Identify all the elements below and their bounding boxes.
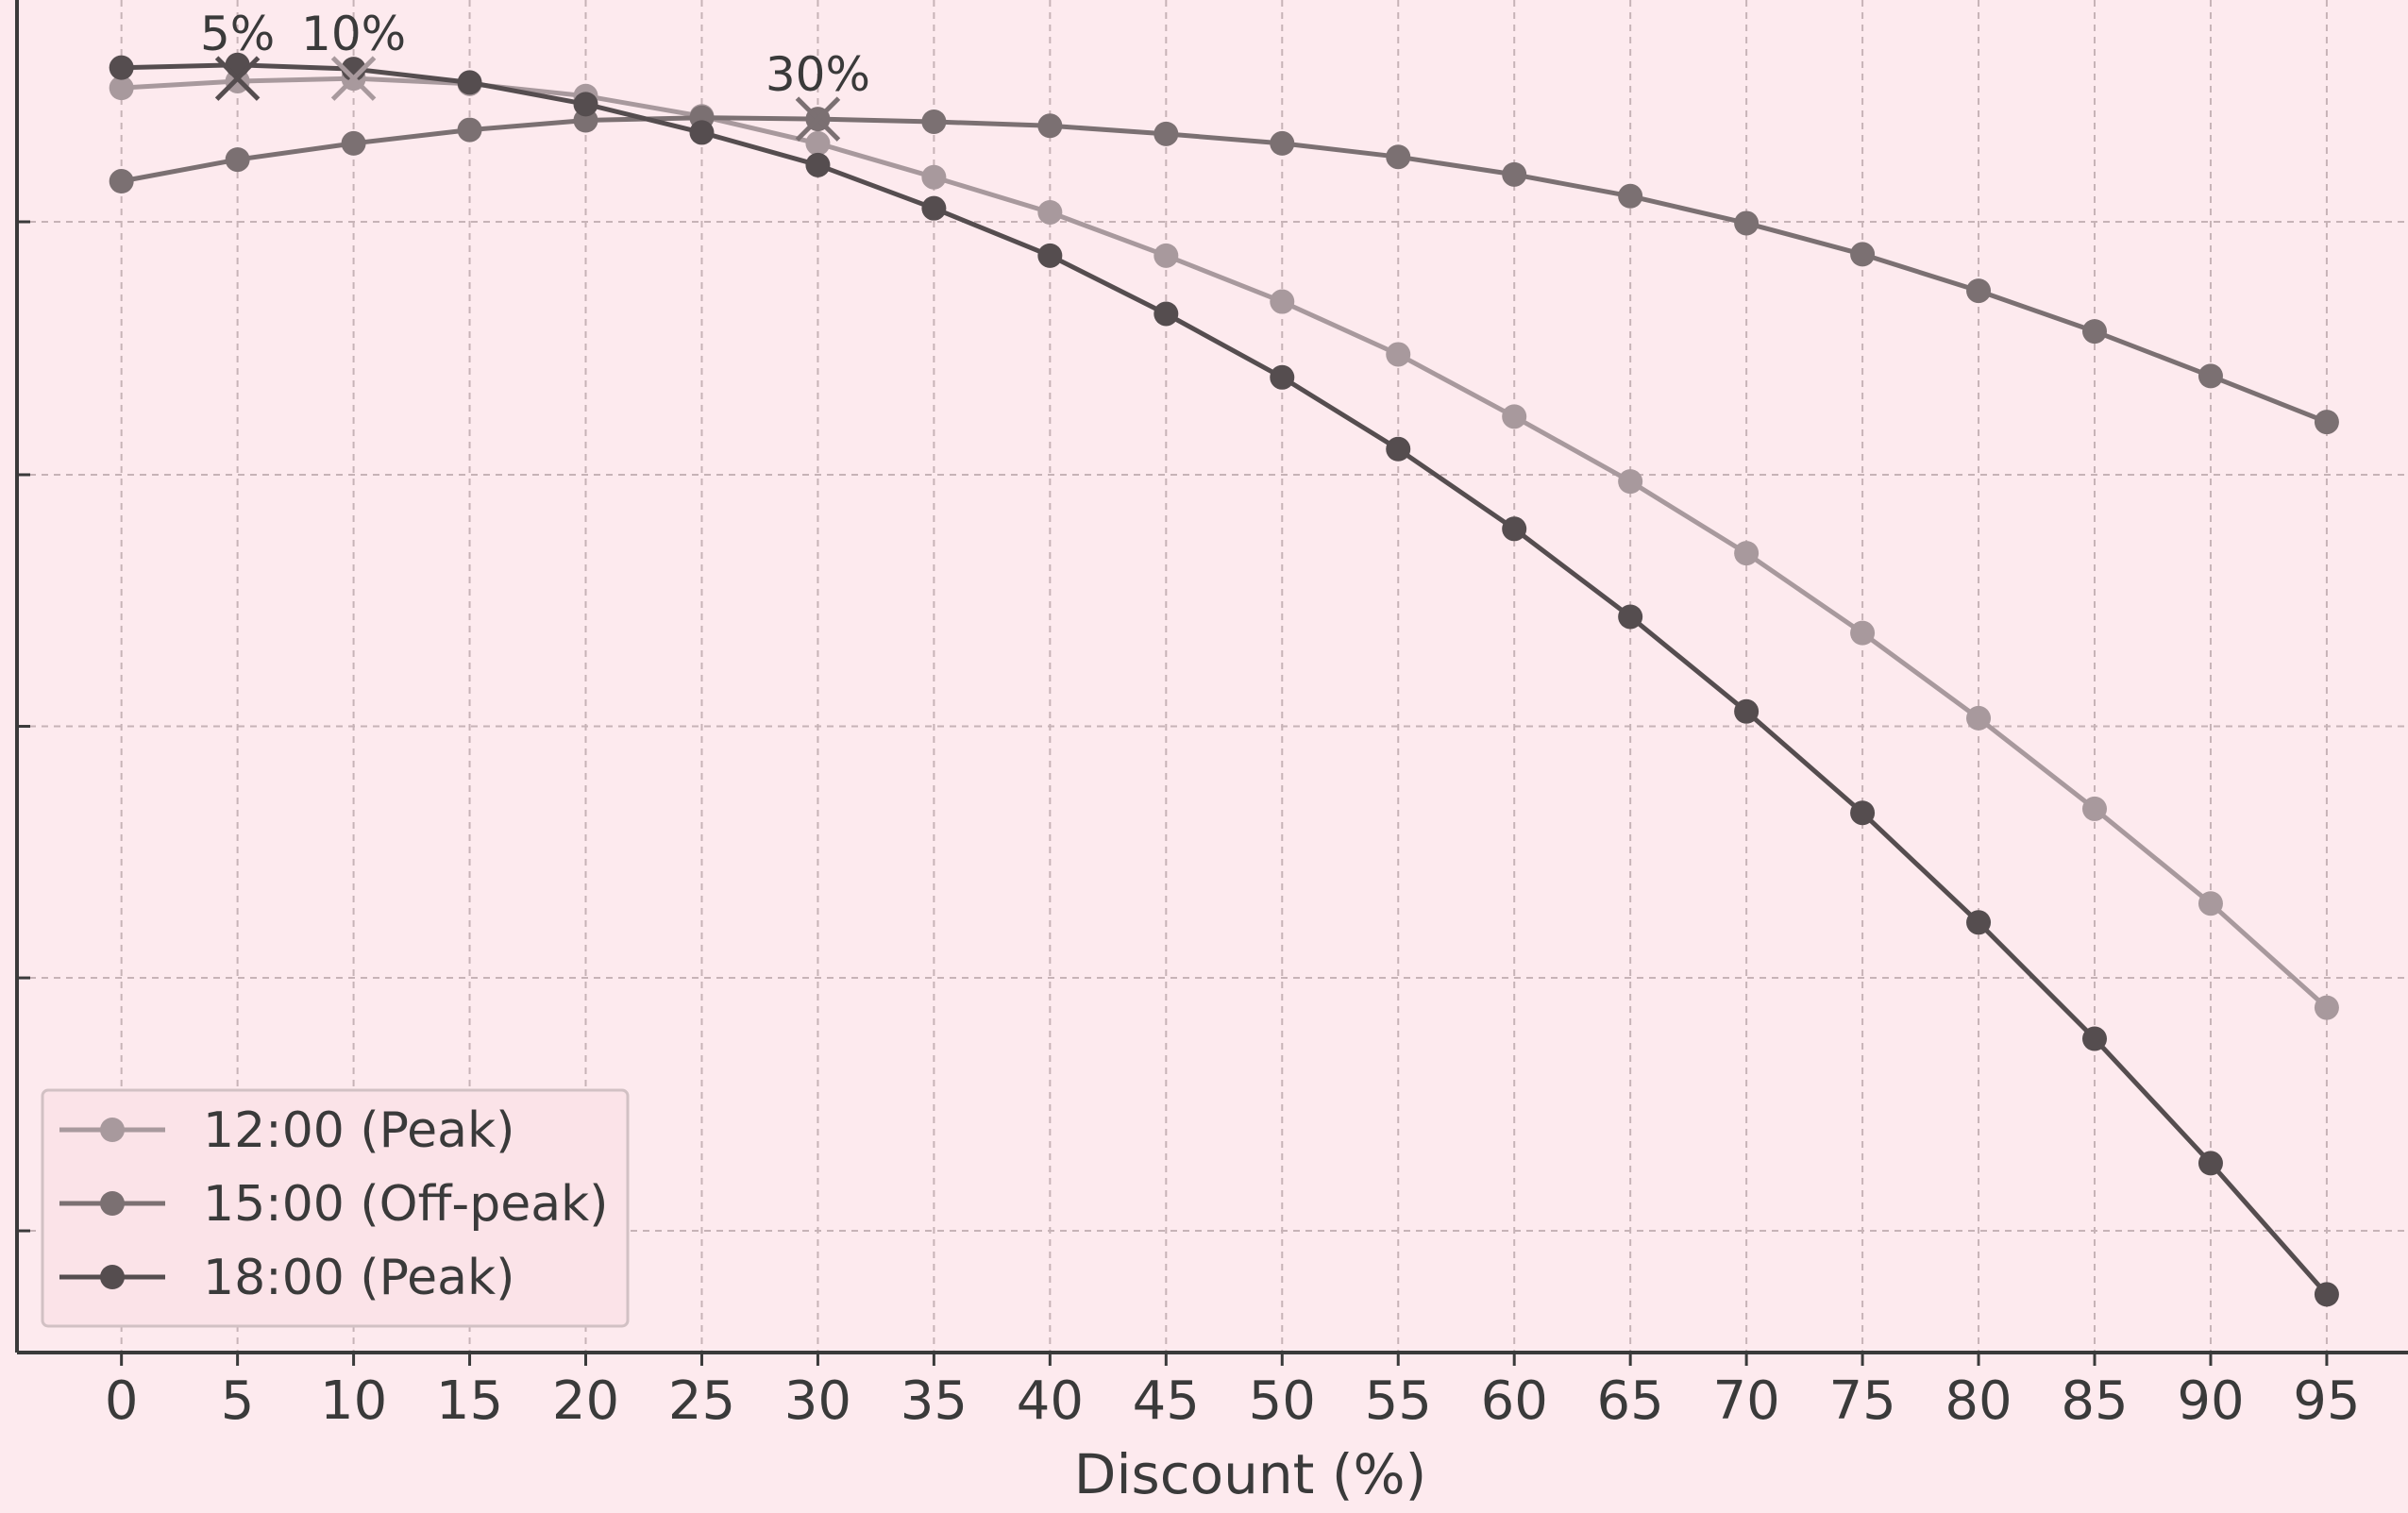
data-point xyxy=(689,120,715,145)
x-tick-label: 50 xyxy=(1249,1370,1316,1432)
data-point xyxy=(109,76,134,101)
data-point xyxy=(2082,319,2108,345)
x-tick-label: 35 xyxy=(901,1370,968,1432)
x-tick-label: 60 xyxy=(1481,1370,1548,1432)
data-point xyxy=(1618,469,1643,495)
data-point xyxy=(2082,1026,2108,1051)
data-point xyxy=(1734,210,1760,236)
legend-entry: 15:00 (Off-peak) xyxy=(59,1176,608,1233)
x-axis-label: Discount (%) xyxy=(1074,1442,1426,1506)
x-icon xyxy=(795,96,841,142)
legend-swatch-marker xyxy=(100,1118,125,1142)
x-tick-label: 45 xyxy=(1133,1370,1200,1432)
x-tick-label: 5 xyxy=(221,1370,255,1432)
data-point xyxy=(1386,436,1411,462)
data-point xyxy=(1270,130,1295,156)
annotation-label: 10% xyxy=(301,7,406,61)
data-point xyxy=(1850,242,1876,267)
legend-swatch-marker xyxy=(100,1191,125,1216)
data-point xyxy=(457,70,482,95)
legend-label: 15:00 (Off-peak) xyxy=(203,1176,608,1233)
x-tick-label: 15 xyxy=(436,1370,503,1432)
data-point xyxy=(921,195,947,221)
data-point xyxy=(1966,705,1992,731)
x-tick-label: 85 xyxy=(2061,1370,2128,1432)
data-point xyxy=(109,169,134,194)
data-point xyxy=(1850,800,1876,826)
data-point xyxy=(805,130,831,156)
series-line xyxy=(121,76,2329,1010)
data-point xyxy=(225,147,250,173)
data-point xyxy=(2198,1151,2223,1176)
x-tick-label: 55 xyxy=(1365,1370,1432,1432)
x-tick-label: 90 xyxy=(2177,1370,2244,1432)
legend: 12:00 (Peak) 15:00 (Off-peak) 18:00 (Peak) xyxy=(41,1088,630,1328)
data-point xyxy=(1386,342,1411,367)
x-tick-label: 10 xyxy=(320,1370,387,1432)
x-tick-label: 70 xyxy=(1712,1370,1779,1432)
series-line xyxy=(121,62,2329,1297)
annotation-layer: 5% 10% 30% xyxy=(200,7,870,142)
series-line xyxy=(121,115,2328,425)
x-mark-stroke xyxy=(795,96,841,142)
data-point xyxy=(1966,910,1992,935)
data-point xyxy=(1502,161,1527,187)
data-point xyxy=(1618,183,1643,209)
x-tick-label: 0 xyxy=(105,1370,139,1432)
x-tick-label: 40 xyxy=(1017,1370,1084,1432)
data-point xyxy=(2198,891,2223,916)
x-tick-label: 30 xyxy=(784,1370,851,1432)
legend-entry: 18:00 (Peak) xyxy=(59,1250,514,1306)
data-point xyxy=(1153,243,1179,268)
annotation-label: 30% xyxy=(766,47,870,102)
x-tick-label: 80 xyxy=(1945,1370,2012,1432)
x-mark-stroke xyxy=(214,56,261,101)
data-point xyxy=(1850,620,1876,646)
data-point xyxy=(1386,144,1411,170)
x-tick-label: 25 xyxy=(668,1370,735,1432)
data-point xyxy=(1502,404,1527,429)
x-icon xyxy=(214,56,261,101)
data-point xyxy=(1734,541,1760,566)
x-tick-label: 75 xyxy=(1828,1370,1895,1432)
legend-label: 12:00 (Peak) xyxy=(203,1102,514,1159)
data-point xyxy=(1270,364,1295,390)
data-point xyxy=(1153,121,1179,146)
data-point xyxy=(1734,698,1760,724)
data-point xyxy=(2082,796,2108,821)
data-point xyxy=(457,117,482,143)
x-tick-label: 65 xyxy=(1597,1370,1664,1432)
data-point xyxy=(2314,995,2339,1020)
data-point xyxy=(1618,604,1643,630)
data-point xyxy=(921,109,947,134)
x-mark-stroke xyxy=(330,56,377,101)
data-point xyxy=(2314,1282,2339,1307)
legend-label: 18:00 (Peak) xyxy=(203,1250,514,1306)
data-point xyxy=(805,152,831,177)
data-point xyxy=(1037,113,1063,139)
data-point xyxy=(2314,410,2339,435)
data-point xyxy=(573,92,598,117)
data-point xyxy=(921,164,947,190)
data-point xyxy=(341,130,366,156)
data-point xyxy=(1153,301,1179,327)
data-point xyxy=(1502,516,1527,542)
data-point xyxy=(1966,278,1992,304)
data-point xyxy=(1037,199,1063,225)
legend-swatch-marker xyxy=(100,1265,125,1289)
axis-layer: Discount (%) 0 5 10 15 20 25 30 35 40 45 50 55 60 65 7… xyxy=(15,0,2408,1506)
x-icon xyxy=(330,56,377,101)
legend-box xyxy=(41,1088,630,1328)
x-tick-label: 20 xyxy=(552,1370,619,1432)
data-point xyxy=(1270,289,1295,314)
legend-entry: 12:00 (Peak) xyxy=(59,1102,514,1159)
data-point xyxy=(2198,363,2223,389)
series-layer xyxy=(109,52,2339,1307)
data-point xyxy=(1037,243,1063,268)
annotation-label: 5% xyxy=(200,7,275,61)
x-tick-label: 95 xyxy=(2293,1370,2360,1432)
data-point xyxy=(109,55,134,80)
